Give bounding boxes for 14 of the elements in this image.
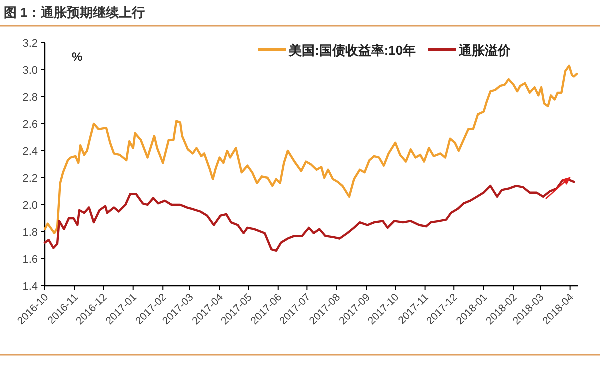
ytick: 1.6 (22, 254, 38, 266)
ytick: 1.8 (22, 227, 38, 239)
title: 图 1：通胀预期继续上行 (4, 5, 145, 20)
ytick: 2.8 (22, 92, 38, 104)
ytick: 2.4 (22, 146, 38, 158)
ytick: 3.2 (22, 38, 38, 50)
ylabel: % (72, 50, 83, 64)
ytick: 1.4 (22, 281, 38, 293)
ytick: 2.6 (22, 119, 38, 131)
ytick: 3.0 (22, 65, 38, 77)
legend: 通胀溢价 (459, 43, 512, 58)
ytick: 2.2 (22, 173, 38, 185)
ytick: 2.0 (22, 200, 38, 212)
legend: 美国:国债收益率:10年 (289, 43, 416, 58)
